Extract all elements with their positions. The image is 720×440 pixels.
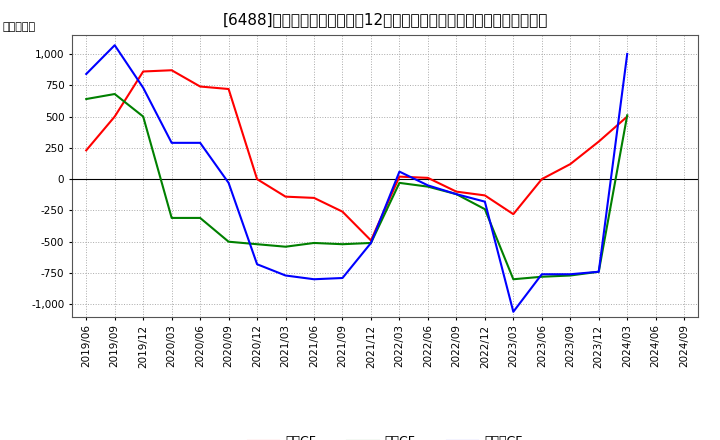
フリーCF <box>139 85 148 90</box>
投資CF <box>225 239 233 244</box>
営業CF <box>139 69 148 74</box>
投資CF <box>82 96 91 102</box>
フリーCF <box>196 140 204 146</box>
Line: 営業CF: 営業CF <box>86 70 627 240</box>
営業CF <box>82 148 91 153</box>
投資CF <box>167 215 176 220</box>
投資CF <box>282 244 290 249</box>
営業CF <box>282 194 290 199</box>
Legend: 営業CF, 投資CF, フリーCF: 営業CF, 投資CF, フリーCF <box>243 430 528 440</box>
投資CF <box>595 269 603 275</box>
営業CF <box>196 84 204 89</box>
投資CF <box>310 240 318 246</box>
フリーCF <box>82 71 91 77</box>
フリーCF <box>566 271 575 277</box>
フリーCF <box>509 309 518 315</box>
投資CF <box>139 114 148 119</box>
投資CF <box>509 277 518 282</box>
投資CF <box>452 191 461 197</box>
投資CF <box>110 92 119 97</box>
投資CF <box>623 113 631 118</box>
Line: 投資CF: 投資CF <box>86 94 627 279</box>
営業CF <box>480 193 489 198</box>
投資CF <box>395 180 404 186</box>
投資CF <box>253 242 261 247</box>
フリーCF <box>452 191 461 197</box>
投資CF <box>366 240 375 246</box>
投資CF <box>338 242 347 247</box>
営業CF <box>423 175 432 180</box>
営業CF <box>366 238 375 243</box>
フリーCF <box>623 51 631 57</box>
フリーCF <box>395 169 404 174</box>
営業CF <box>253 176 261 182</box>
営業CF <box>310 195 318 201</box>
投資CF <box>537 274 546 279</box>
営業CF <box>338 209 347 214</box>
フリーCF <box>253 262 261 267</box>
営業CF <box>595 139 603 144</box>
営業CF <box>623 114 631 119</box>
営業CF <box>225 86 233 92</box>
Title: [6488]　キャッシュフローの12か月移動合計の対前年同期増減額の推移: [6488] キャッシュフローの12か月移動合計の対前年同期増減額の推移 <box>222 12 548 27</box>
フリーCF <box>225 180 233 186</box>
営業CF <box>110 114 119 119</box>
投資CF <box>480 206 489 212</box>
フリーCF <box>537 271 546 277</box>
営業CF <box>537 176 546 182</box>
営業CF <box>452 189 461 194</box>
Line: フリーCF: フリーCF <box>86 45 627 312</box>
フリーCF <box>595 269 603 275</box>
フリーCF <box>282 273 290 278</box>
フリーCF <box>423 183 432 188</box>
営業CF <box>167 68 176 73</box>
投資CF <box>566 273 575 278</box>
フリーCF <box>366 240 375 246</box>
営業CF <box>509 212 518 217</box>
営業CF <box>395 174 404 179</box>
Y-axis label: （百万円）: （百万円） <box>2 22 35 33</box>
フリーCF <box>167 140 176 146</box>
フリーCF <box>110 43 119 48</box>
営業CF <box>566 161 575 167</box>
フリーCF <box>310 277 318 282</box>
投資CF <box>196 215 204 220</box>
フリーCF <box>480 199 489 204</box>
フリーCF <box>338 275 347 281</box>
投資CF <box>423 184 432 189</box>
